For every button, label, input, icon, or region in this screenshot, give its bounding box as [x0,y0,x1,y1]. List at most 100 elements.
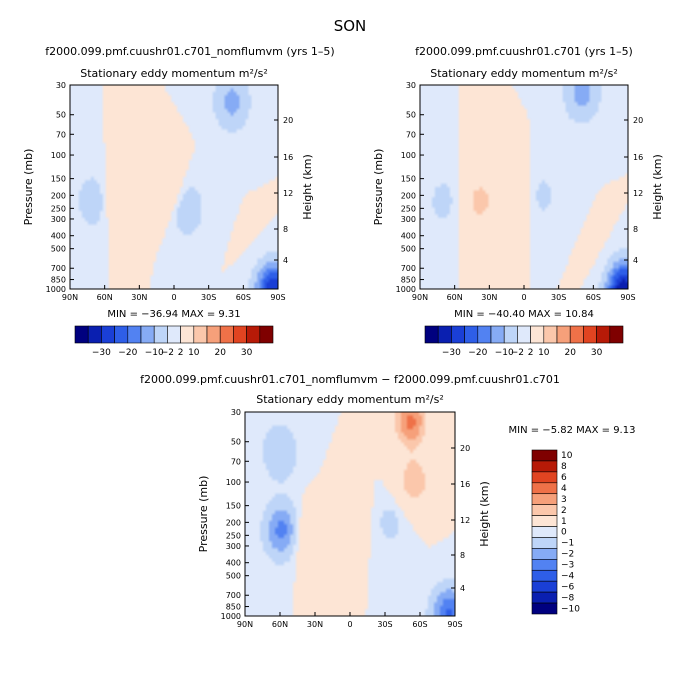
y-right-tick-label: 4 [460,584,465,593]
y-right-tick-label: 8 [633,225,638,234]
y-axis-label: Pressure (mb) [372,149,385,226]
y-tick-label: 150 [401,175,416,184]
colorbar-swatch [583,325,597,344]
colorbar-swatch [246,325,261,344]
colorbar-label: −4 [561,571,575,581]
colorbar-label: −1 [561,539,574,549]
colorbar-label: −6 [561,582,575,592]
x-tick-label: 90S [270,293,285,302]
y-tick-label: 700 [51,264,66,273]
y-right-tick-label: 8 [283,225,288,234]
colorbar-swatch [219,325,234,344]
min-max-stats: MIN = −36.94 MAX = 9.31 [107,309,240,320]
y-right-tick-label: 20 [633,116,643,125]
colorbar-swatch [531,559,558,571]
x-tick-label: 60N [272,620,288,629]
y-tick-label: 100 [226,478,241,487]
x-tick-label: 60S [412,620,427,629]
colorbar-swatch [464,325,479,344]
colorbar-swatch [87,325,102,344]
min-max-stats: MIN = −5.82 MAX = 9.13 [509,425,636,436]
y-right-tick-label: 4 [633,256,638,265]
y-axis-label: Pressure (mb) [22,149,35,226]
colorbar-label: −10 [495,348,514,358]
colorbar-swatch [531,471,558,484]
colorbar-swatch [140,325,155,344]
colorbar-swatch [167,325,181,344]
colorbar-label: 10 [561,451,573,461]
x-tick-label: 90S [447,620,462,629]
colorbar-swatch [531,504,558,516]
colorbar-swatch [531,482,558,495]
colorbar-swatch [531,449,558,462]
colorbar: −30 −20 −10−2 2 10 20 30 [74,325,274,358]
y-right-tick-label: 20 [460,444,470,453]
plot-area: 90N 60N 30N 0 30S 60S 90S 30 50 70 100 150 200 250 300… [372,81,664,302]
colorbar-swatch [596,325,611,344]
x-tick-label: 0 [521,293,526,302]
colorbar-label: −30 [442,348,461,358]
min-max-stats: MIN = −40.40 MAX = 10.84 [454,309,594,320]
colorbar-swatch [531,493,558,505]
y-right-tick-label: 4 [283,256,288,265]
panel-title: f2000.099.pmf.cuushr01.c701_nomflumvm − … [140,373,560,386]
plot-area: 90N 60N 30N 0 30S 60S 90S 30 50 70 100 150 200 250 300… [22,81,314,302]
y-tick-label: 300 [401,215,416,224]
colorbar-swatch [531,548,558,560]
colorbar-label: 4 [561,484,567,494]
colorbar-swatch [609,325,624,344]
field-raster [245,412,455,616]
y-tick-label: 150 [226,502,241,511]
colorbar-label: −20 [468,348,487,358]
colorbar-swatch [569,325,584,344]
colorbar-swatch [101,325,115,344]
x-tick-label: 60S [236,293,251,302]
colorbar-label: −10 [145,348,164,358]
colorbar-swatch [531,591,558,604]
y-tick-label: 200 [226,518,241,527]
colorbar-swatch [233,325,247,344]
y-tick-label: 200 [401,191,416,200]
colorbar-label: 3 [561,495,567,505]
y-tick-label: 50 [406,111,416,120]
y-tick-label: 1000 [396,285,416,294]
colorbar-label: −2 [511,348,524,358]
colorbar-swatch [74,325,89,344]
x-tick-label: 0 [347,620,352,629]
colorbar: −30 −20 −10−2 2 10 20 30 [424,325,624,358]
y-right-tick-label: 12 [460,516,470,525]
y-axis-right-label: Height (km) [651,154,664,220]
y-tick-label: 850 [401,276,416,285]
colorbar-swatch [503,325,518,344]
y-tick-label: 70 [56,130,66,139]
y-right-tick-label: 8 [460,551,465,560]
y-tick-label: 150 [51,175,66,184]
x-tick-label: 60N [97,293,113,302]
x-tick-label: 30N [307,620,323,629]
colorbar-swatch [531,537,558,549]
colorbar-swatch [114,325,129,344]
colorbar-label: 10 [188,348,200,358]
colorbar-swatch [127,325,142,344]
colorbar-label: 6 [561,473,567,483]
colorbar-label: 0 [561,528,567,538]
y-tick-label: 850 [51,276,66,285]
y-axis-right-label: Height (km) [301,154,314,220]
colorbar-label: −3 [561,561,574,571]
colorbar-swatch [451,325,465,344]
y-axis-label: Pressure (mb) [197,476,210,553]
colorbar-swatch [490,325,505,344]
y-tick-label: 70 [231,457,241,466]
colorbar-swatch [180,325,195,344]
y-tick-label: 700 [226,591,241,600]
y-tick-label: 30 [231,408,241,417]
y-right-tick-label: 16 [283,153,293,162]
panel-title: f2000.099.pmf.cuushr01.c701 (yrs 1–5) [415,45,633,58]
colorbar-swatch [531,580,558,593]
colorbar-label: −8 [561,593,575,603]
x-tick-label: 30N [481,293,497,302]
y-tick-label: 250 [226,531,241,540]
x-tick-label: 90N [412,293,428,302]
panel-difference: f2000.099.pmf.cuushr01.c701_nomflumvm − … [140,373,635,629]
